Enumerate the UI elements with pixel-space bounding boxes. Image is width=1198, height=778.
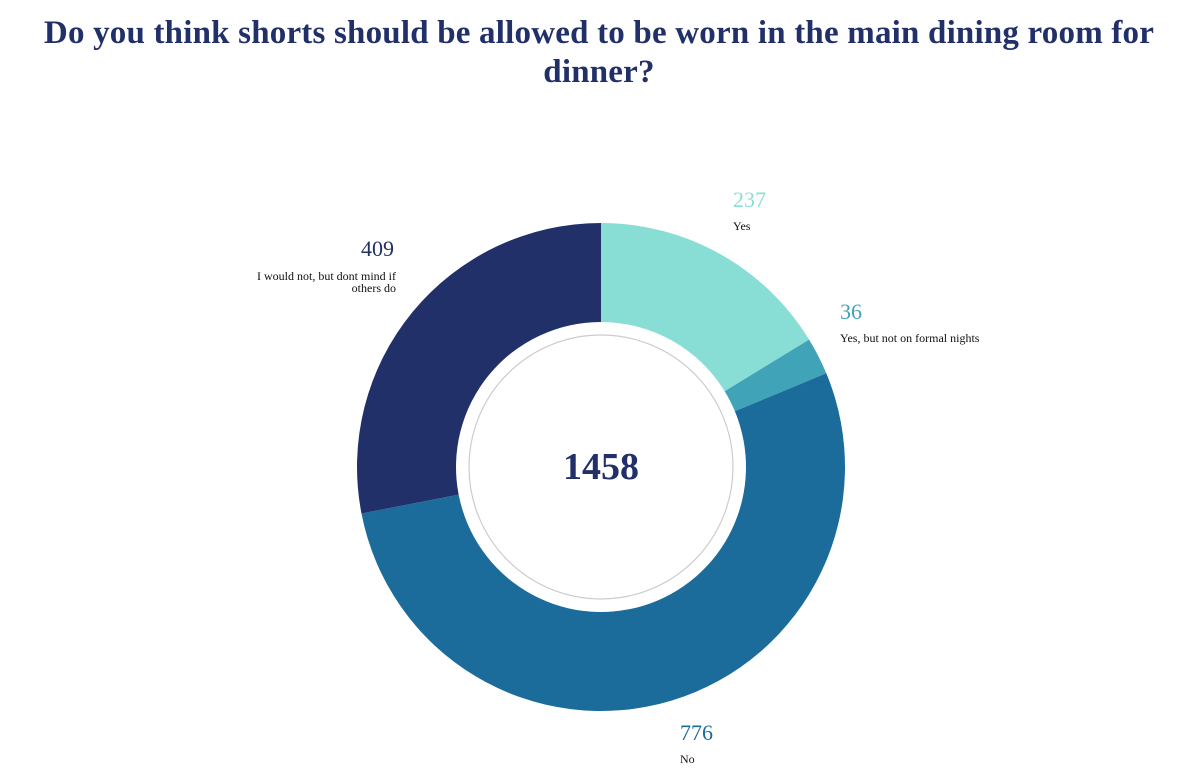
slice-value-label-3: 409 [361,236,394,261]
slice-value-label-0: 237 [733,187,766,212]
center-ring [468,334,734,600]
chart-title: Do you think shorts should be allowed to… [43,15,1155,90]
labels-layer: 237 Yes 36 Yes, but not on formal nights 776… [257,187,980,766]
slice-value-label-2: 776 [680,720,713,745]
slice-3 [356,223,601,514]
slice-category-label-0: Yes [733,219,751,233]
slice-value-label-1: 36 [840,299,862,324]
slice-2 [361,373,845,711]
slice-1 [724,339,827,412]
slice-0 [601,223,810,392]
center-total-label: 1458 [563,446,639,488]
slices-layer [356,223,845,711]
slice-category-label-3: I would not, but dont mind if others do [257,269,396,295]
slice-category-label-2: No [680,752,695,766]
slice-category-label-1: Yes, but not on formal nights [840,331,980,345]
